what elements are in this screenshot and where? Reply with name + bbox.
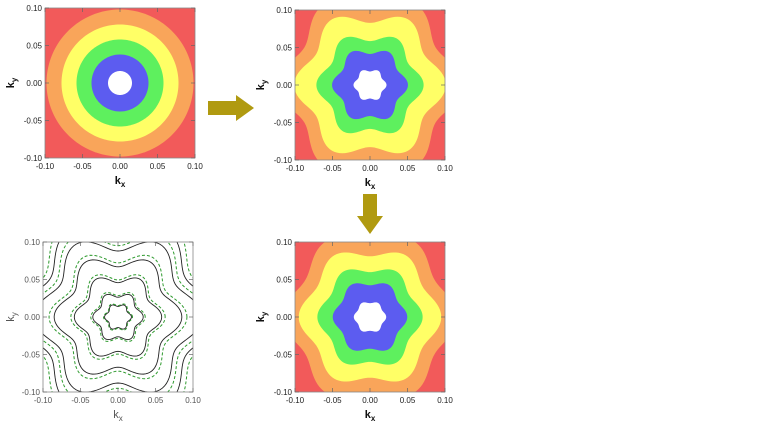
contour-line-4 xyxy=(43,242,193,392)
contour-line-1 xyxy=(92,293,144,341)
y-tick-label: 0.05 xyxy=(276,276,292,285)
plot-area xyxy=(295,242,445,392)
x-tick-label: 0.00 xyxy=(362,396,378,405)
contour-region-5 xyxy=(353,302,387,332)
y-axis-label: ky xyxy=(5,77,19,88)
x-tick-label: 0.00 xyxy=(110,396,126,405)
x-tick-label: 0.10 xyxy=(437,396,453,405)
y-tick-label: -0.05 xyxy=(24,117,43,126)
y-axis-label: ky xyxy=(5,312,19,322)
contour-region-5 xyxy=(353,70,387,100)
contour-line-2 xyxy=(73,277,163,357)
y-tick-label: 0.10 xyxy=(24,238,40,247)
x-axis-label: kx xyxy=(365,409,376,423)
x-tick-label: 0.00 xyxy=(112,162,128,171)
x-tick-label: -0.05 xyxy=(323,164,342,173)
x-tick-label: 0.05 xyxy=(400,396,416,405)
y-tick-label: -0.05 xyxy=(274,351,293,360)
y-tick-label: -0.10 xyxy=(274,388,293,397)
x-tick-label: -0.10 xyxy=(286,164,305,173)
y-tick-label: 0.00 xyxy=(26,79,42,88)
y-tick-label: 0.05 xyxy=(26,42,42,51)
contour-plot-top-right-svg: -0.10 -0.05 0.00 0.05 0.10 0.10 0.05 0.00 -0.05 -… xyxy=(255,6,453,191)
y-tick-label: 0.10 xyxy=(26,4,42,13)
y-tick-label: 0.00 xyxy=(276,81,292,90)
x-axis-label: kx xyxy=(115,175,126,189)
y-tick-label: -0.10 xyxy=(22,388,41,397)
y-tick-label: -0.10 xyxy=(24,154,43,163)
x-tick-label: 0.10 xyxy=(437,164,453,173)
contour-plot-top-left: -0.10 -0.05 0.00 0.05 0.10 0.10 0.05 0.00 -0.05 -… xyxy=(0,0,205,195)
down-arrow-icon xyxy=(356,192,384,241)
y-tick-label: 0.10 xyxy=(276,238,292,247)
contour-line-dashed-1 xyxy=(90,292,146,342)
y-tick-label: 0.00 xyxy=(276,313,292,322)
y-tick-label: 0.10 xyxy=(276,6,292,15)
plot-area xyxy=(45,8,195,158)
contour-plot-top-right: -0.10 -0.05 0.00 0.05 0.10 0.10 0.05 0.00 -0.05 -… xyxy=(250,0,455,195)
y-tick-label: 0.05 xyxy=(276,44,292,53)
x-tick-label: 0.10 xyxy=(187,162,203,171)
contour-line-0 xyxy=(104,304,132,330)
y-tick-label: -0.05 xyxy=(22,351,41,360)
x-tick-label: -0.10 xyxy=(36,162,55,171)
x-tick-label: -0.05 xyxy=(71,396,90,405)
contour-line-dashed-2 xyxy=(70,274,166,360)
y-tick-label: 0.00 xyxy=(24,313,40,322)
y-tick-label: 0.05 xyxy=(24,276,40,285)
contour-line-3 xyxy=(53,259,183,375)
x-axis-label: kx xyxy=(365,177,376,191)
x-tick-label: -0.10 xyxy=(34,396,53,405)
x-tick-label: 0.00 xyxy=(362,164,378,173)
contour-plot-top-left-svg: -0.10 -0.05 0.00 0.05 0.10 0.10 0.05 0.00 -0.05 -… xyxy=(5,4,203,189)
contour-line-dashed-3 xyxy=(48,254,188,380)
contour-lines-plot-bottom-left-svg: -0.10 -0.05 0.00 0.05 0.10 0.10 0.05 0.00 -0.05 -… xyxy=(5,238,201,423)
x-tick-label: 0.10 xyxy=(185,396,201,405)
x-tick-label: 0.05 xyxy=(148,396,164,405)
y-tick-label: -0.10 xyxy=(274,156,293,165)
contour-plot-bottom-right: -0.10 -0.05 0.00 0.05 0.10 0.10 0.05 0.00 -0.05 -… xyxy=(250,232,455,430)
contour-plot-bottom-right-svg: -0.10 -0.05 0.00 0.05 0.10 0.10 0.05 0.00 -0.05 -… xyxy=(255,238,453,423)
x-tick-label: 0.05 xyxy=(150,162,166,171)
y-axis-label: ky xyxy=(255,311,269,322)
contour-region-5 xyxy=(108,71,132,95)
plot-area xyxy=(295,10,445,160)
y-axis-label: ky xyxy=(255,79,269,90)
contour-lines-plot-bottom-left: -0.10 -0.05 0.00 0.05 0.10 0.10 0.05 0.00 -0.05 -… xyxy=(0,232,205,430)
x-tick-label: -0.10 xyxy=(286,396,305,405)
plot-area xyxy=(43,242,193,392)
x-tick-label: -0.05 xyxy=(73,162,92,171)
y-tick-label: -0.05 xyxy=(274,119,293,128)
plot-frame xyxy=(42,241,194,393)
contour-line-dashed-0 xyxy=(102,303,134,331)
x-axis-label: kx xyxy=(113,409,123,423)
x-tick-label: 0.05 xyxy=(400,164,416,173)
x-tick-label: -0.05 xyxy=(323,396,342,405)
right-arrow-icon xyxy=(206,94,256,127)
